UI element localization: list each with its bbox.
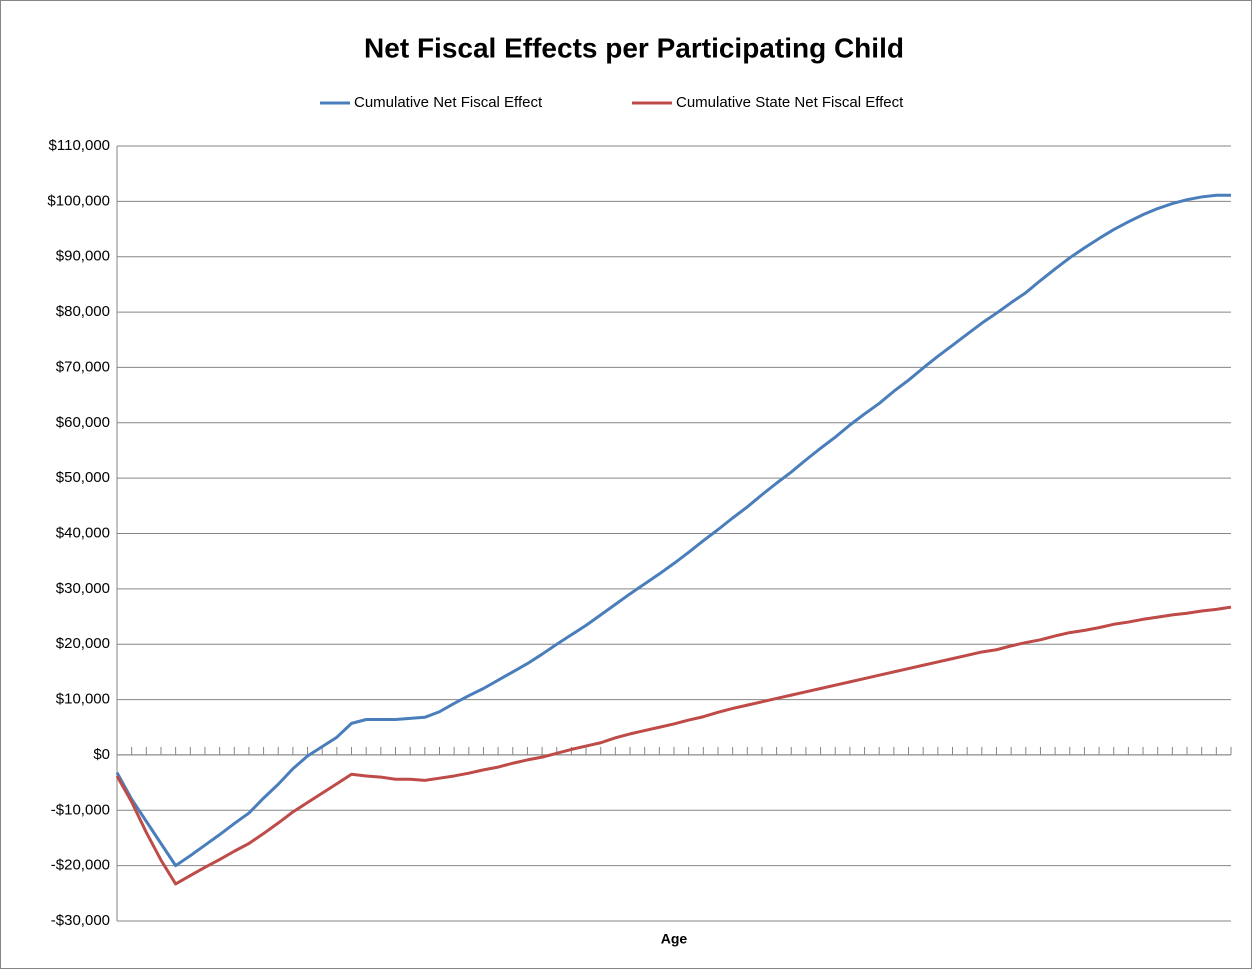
y-tick-label: -$10,000	[51, 801, 110, 818]
chart-title: Net Fiscal Effects per Participating Chi…	[364, 32, 904, 63]
series-line	[115, 605, 1232, 886]
legend-label: Cumulative Net Fiscal Effect	[354, 94, 543, 111]
y-tick-label: $80,000	[56, 303, 110, 320]
y-tick-label: $10,000	[56, 691, 110, 708]
y-tick-label: -$20,000	[51, 857, 110, 874]
legend-label: Cumulative State Net Fiscal Effect	[676, 94, 904, 111]
y-tick-label: $20,000	[56, 635, 110, 652]
y-tick-label: $30,000	[56, 580, 110, 597]
y-tick-label: $0	[93, 746, 110, 763]
y-tick-label: $90,000	[56, 248, 110, 265]
y-tick-label: $70,000	[56, 358, 110, 375]
y-tick-label: $50,000	[56, 469, 110, 486]
y-tick-label: $110,000	[49, 137, 110, 154]
series-line	[115, 193, 1231, 868]
y-tick-label: $60,000	[56, 414, 110, 431]
y-tick-label: -$30,000	[51, 912, 110, 929]
y-tick-label: $40,000	[56, 524, 110, 541]
x-axis-label: Age	[661, 931, 688, 947]
y-tick-label: $100,000	[47, 192, 110, 209]
